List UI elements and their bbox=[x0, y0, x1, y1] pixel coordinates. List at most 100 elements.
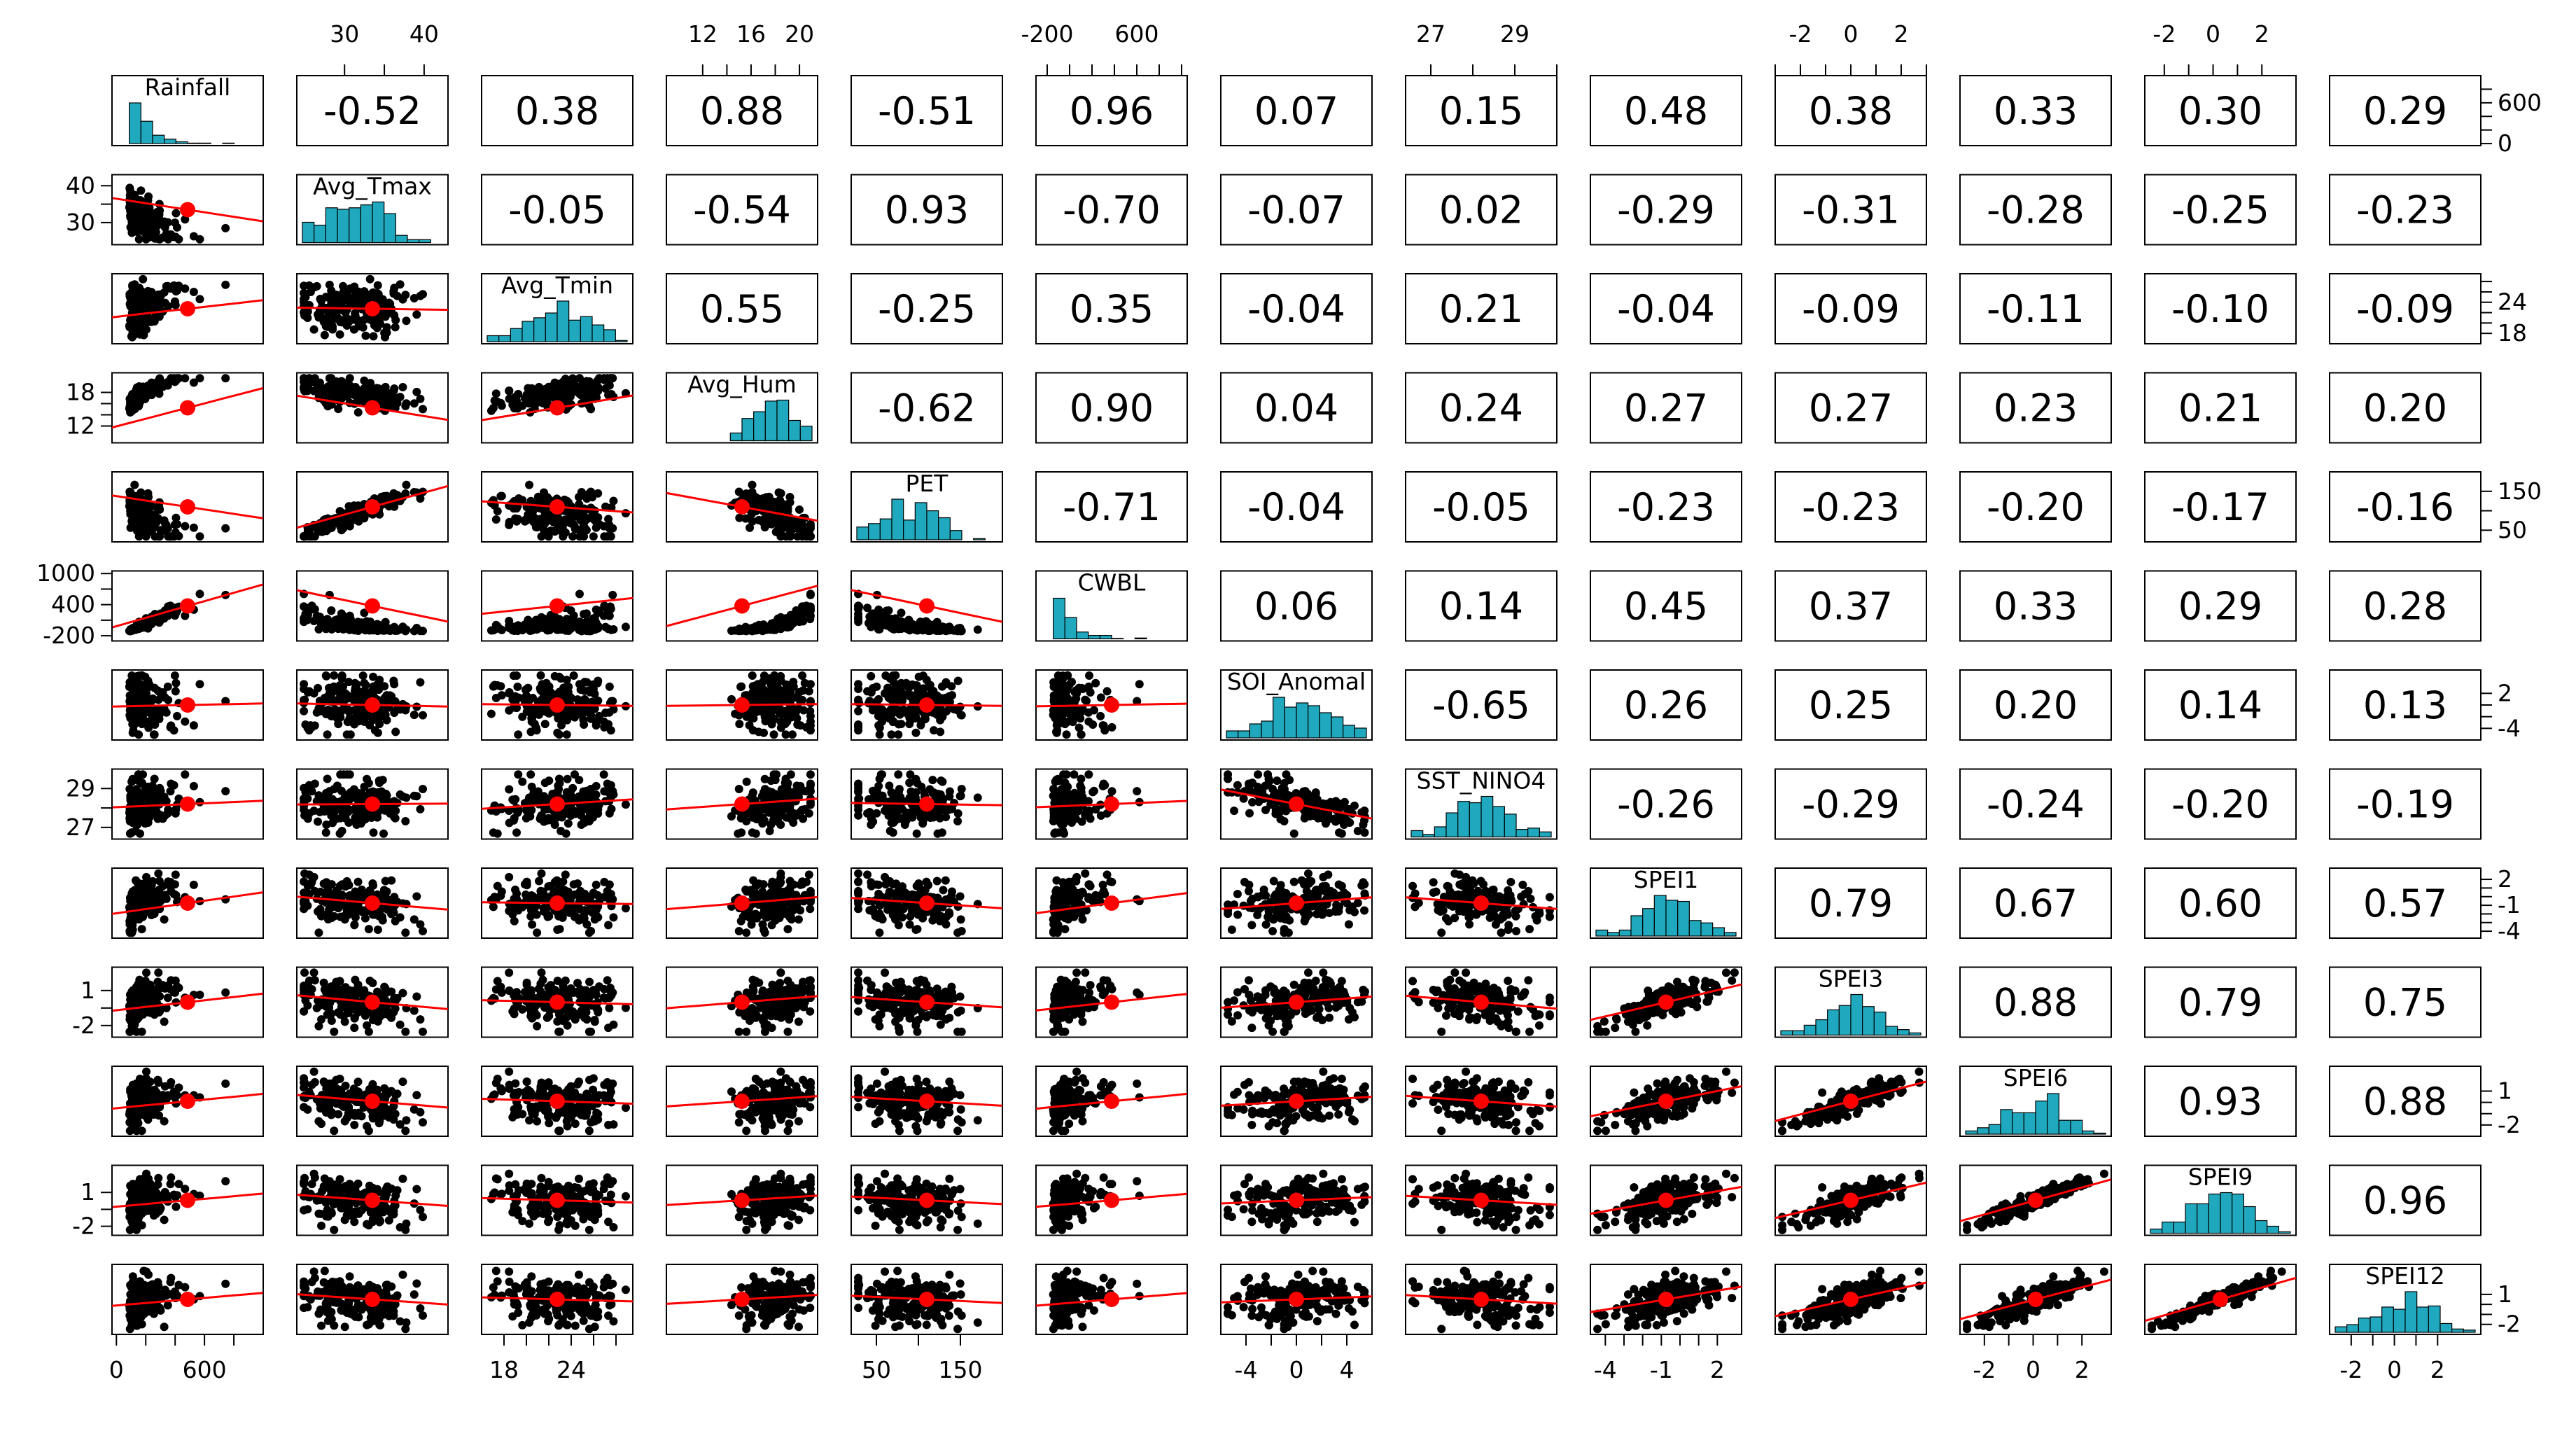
scatter-point bbox=[141, 325, 150, 334]
scatter-point bbox=[945, 626, 954, 635]
scatter-point bbox=[880, 611, 889, 620]
panel-CWBL-SST_NINO4: 0.14 bbox=[1405, 570, 1558, 642]
scatter-point bbox=[511, 692, 520, 701]
correlation-value: 0.38 bbox=[515, 89, 599, 133]
scatter-point bbox=[557, 720, 566, 730]
histogram-bar bbox=[903, 519, 916, 540]
scatter-point bbox=[493, 397, 502, 406]
histogram-bar bbox=[580, 316, 593, 342]
scatter-point bbox=[905, 692, 914, 701]
scatter-point bbox=[766, 714, 775, 723]
scatter-point bbox=[545, 682, 554, 691]
scatter-point bbox=[387, 398, 396, 407]
scatter-point bbox=[556, 674, 566, 683]
scatter-point bbox=[304, 375, 314, 384]
scatter-point bbox=[1107, 723, 1116, 732]
correlation-value: 0.45 bbox=[1624, 585, 1708, 629]
scatter-point bbox=[1098, 721, 1107, 730]
scatter-point bbox=[342, 804, 351, 813]
scatter-point bbox=[150, 774, 159, 783]
scatter-point bbox=[930, 726, 939, 735]
scatter-points bbox=[112, 480, 263, 541]
scatter-point bbox=[605, 520, 614, 529]
histogram-bar bbox=[1273, 697, 1285, 739]
panel-PET-PET: PET bbox=[850, 470, 1003, 543]
scatter-point bbox=[137, 779, 146, 788]
scatter-point bbox=[387, 309, 396, 318]
scatter-point bbox=[314, 523, 323, 532]
scatter-point bbox=[314, 313, 323, 322]
panel-Avg_Tmin-SOI_Anomaly: -0.04 bbox=[1220, 273, 1373, 344]
panel-frame bbox=[296, 669, 449, 741]
scatter-point bbox=[329, 682, 338, 691]
scatter-point bbox=[171, 687, 180, 696]
scatter-point bbox=[562, 615, 571, 624]
scatter-point bbox=[489, 403, 498, 412]
scatter-point bbox=[147, 697, 156, 706]
histogram-bar bbox=[1354, 727, 1367, 739]
panel-Avg_Tmax-SPEI1: -0.29 bbox=[1590, 174, 1742, 246]
scatter-point bbox=[765, 826, 774, 835]
scatter-point bbox=[562, 788, 571, 797]
scatter-point bbox=[376, 777, 385, 786]
scatter-point bbox=[550, 820, 559, 829]
scatter-point bbox=[419, 711, 428, 720]
panel-SOI_Anomaly-SPEI1: 0.26 bbox=[1590, 669, 1742, 741]
scatter-point bbox=[389, 676, 398, 685]
scatter-point bbox=[796, 781, 805, 790]
scatter-point bbox=[354, 501, 363, 510]
scatter-point bbox=[525, 399, 534, 408]
scatter-point bbox=[540, 779, 550, 788]
scatter-point bbox=[911, 713, 920, 723]
scatter-point bbox=[1063, 671, 1072, 680]
scatter-point bbox=[533, 523, 542, 532]
scatter-point bbox=[125, 678, 134, 687]
scatter-point bbox=[493, 507, 502, 516]
variable-label: Rainfall bbox=[145, 74, 231, 101]
scatter-point bbox=[527, 806, 536, 815]
panel-frame bbox=[1590, 669, 1742, 741]
panel-frame bbox=[1220, 372, 1373, 444]
scatter-point bbox=[360, 376, 369, 385]
scatter-point bbox=[391, 727, 400, 737]
scatter-point bbox=[164, 302, 173, 311]
scatter-points bbox=[851, 589, 1002, 636]
scatter-point bbox=[563, 774, 572, 783]
panel-CWBL-Avg_Tmax bbox=[296, 570, 449, 642]
correlation-value: 0.30 bbox=[2178, 89, 2262, 133]
scatter-point bbox=[573, 622, 582, 631]
panel-Avg_Hum-SPEI12: 0.20 bbox=[2329, 372, 2482, 444]
panel-frame bbox=[666, 174, 818, 246]
scatter-point bbox=[555, 687, 564, 697]
scatter-point bbox=[360, 287, 369, 296]
correlation-value: -0.20 bbox=[1987, 485, 2085, 529]
panel-Avg_Tmin-CWBL: 0.35 bbox=[1035, 273, 1188, 344]
center-point bbox=[734, 697, 750, 713]
panel-Avg_Hum-PET: -0.62 bbox=[850, 372, 1003, 444]
correlation-value: 0.33 bbox=[1994, 585, 2078, 629]
panel-PET-SOI_Anomaly: -0.04 bbox=[1220, 471, 1373, 543]
correlation-value: -0.54 bbox=[693, 188, 791, 232]
correlation-value: 0.04 bbox=[1254, 386, 1338, 431]
scatter-point bbox=[300, 311, 309, 320]
scatter-point bbox=[304, 281, 314, 290]
scatter-point bbox=[939, 708, 948, 717]
scatter-point bbox=[592, 718, 601, 727]
scatter-points bbox=[1036, 671, 1187, 739]
scatter-point bbox=[368, 393, 377, 402]
scatter-point bbox=[387, 626, 396, 635]
center-point bbox=[919, 598, 934, 614]
scatter-point bbox=[806, 787, 815, 796]
scatter-point bbox=[195, 797, 204, 807]
scatter-point bbox=[398, 382, 407, 391]
scatter-point bbox=[304, 528, 314, 537]
histogram-bar bbox=[856, 526, 869, 540]
scatter-point bbox=[545, 816, 554, 825]
panel-frame bbox=[1035, 372, 1188, 444]
panel-SOI_Anomaly-Avg_Tmax bbox=[296, 669, 449, 741]
scatter-point bbox=[181, 374, 190, 383]
scatter-point bbox=[737, 682, 746, 691]
scatter-point bbox=[155, 503, 164, 512]
scatter-point bbox=[556, 826, 566, 835]
scatter-point bbox=[564, 819, 573, 828]
